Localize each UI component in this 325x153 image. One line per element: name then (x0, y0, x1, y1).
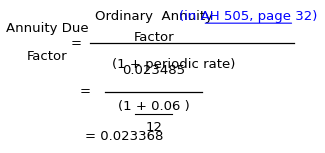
Text: = 0.023368: = 0.023368 (84, 130, 163, 143)
Text: 0.023485: 0.023485 (122, 64, 185, 77)
Text: =: = (79, 85, 90, 98)
Text: Ordinary  Annuity: Ordinary Annuity (95, 10, 213, 23)
Text: Factor: Factor (133, 31, 174, 44)
Text: (in AH 505, page 32): (in AH 505, page 32) (179, 10, 318, 23)
Text: (1 + 0.06 ): (1 + 0.06 ) (118, 100, 189, 113)
Text: 12: 12 (145, 121, 162, 134)
Text: (1 + periodic rate): (1 + periodic rate) (112, 58, 235, 71)
Text: =: = (71, 37, 82, 50)
Text: Factor: Factor (27, 50, 68, 63)
Text: Annuity Due: Annuity Due (6, 22, 89, 35)
